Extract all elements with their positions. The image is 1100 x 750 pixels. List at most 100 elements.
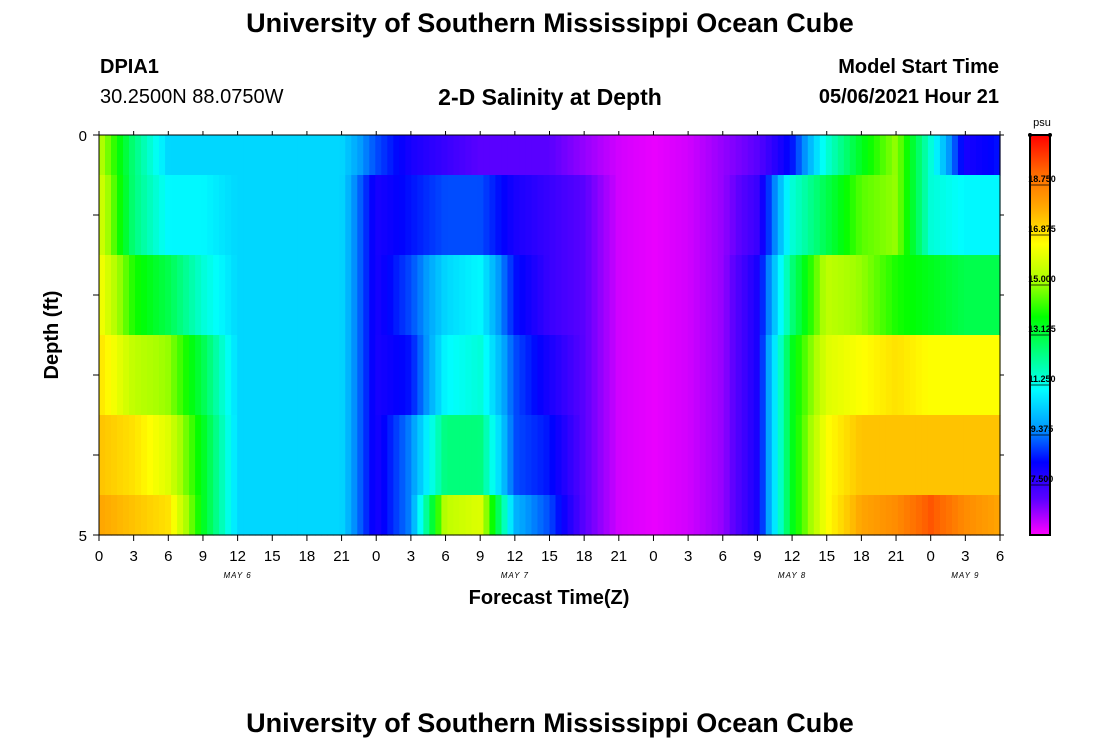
heatmap-cell (543, 335, 551, 416)
x-tick-label: 0 (95, 548, 103, 565)
heatmap-cell (873, 335, 881, 416)
heatmap-cell (813, 335, 821, 416)
heatmap-cell (183, 255, 190, 336)
heatmap-cell (903, 495, 911, 536)
heatmap-cell (291, 335, 298, 416)
heatmap-cell (711, 335, 719, 416)
heatmap-cell (867, 415, 875, 496)
heatmap-cell (495, 335, 503, 416)
heatmap-cell (105, 415, 112, 496)
heatmap-cell (99, 175, 106, 256)
heatmap-cell (483, 255, 491, 336)
heatmap-cell (693, 255, 701, 336)
heatmap-cell (975, 495, 983, 536)
heatmap-cell (567, 255, 575, 336)
heatmap-cell (207, 415, 214, 496)
heatmap-cell (945, 135, 953, 176)
heatmap-cell (651, 175, 659, 256)
heatmap-cell (633, 495, 641, 536)
heatmap-cell (585, 255, 593, 336)
heatmap-cell (483, 135, 491, 176)
x-tick-label: 15 (818, 548, 835, 565)
heatmap-cell (639, 175, 647, 256)
heatmap-cell (273, 255, 280, 336)
heatmap-cell (285, 175, 292, 256)
heatmap-cell (837, 175, 845, 256)
heatmap-cell (651, 495, 659, 536)
heatmap-cell (387, 495, 394, 536)
heatmap-cell (315, 255, 322, 336)
heatmap-cell (909, 495, 917, 536)
heatmap-cell (861, 135, 869, 176)
heatmap-cell (633, 135, 641, 176)
heatmap-cell (99, 335, 106, 416)
heatmap-cell (969, 415, 977, 496)
heatmap-cell (987, 135, 995, 176)
x-tick-label: 18 (299, 548, 316, 565)
heatmap-cell (303, 415, 310, 496)
heatmap-cell (195, 255, 202, 336)
heatmap-cell (297, 255, 304, 336)
heatmap-cell (465, 255, 473, 336)
heatmap-cell (879, 335, 887, 416)
heatmap-cell (387, 135, 394, 176)
heatmap-cell (981, 135, 989, 176)
heatmap-cell (447, 135, 454, 176)
heatmap-cell (831, 335, 839, 416)
heatmap-cell (237, 415, 244, 496)
heatmap-cell (951, 495, 959, 536)
heatmap-cell (465, 135, 473, 176)
heatmap-cell (621, 175, 629, 256)
heatmap-cell (117, 175, 124, 256)
heatmap-cell (339, 335, 346, 416)
heatmap-cell (405, 495, 412, 536)
heatmap-cell (291, 495, 298, 536)
heatmap-cell (927, 175, 935, 256)
heatmap-cell (255, 415, 262, 496)
heatmap-cell (495, 415, 503, 496)
heatmap-cell (693, 495, 701, 536)
heatmap-cell (189, 495, 196, 536)
heatmap-cell (207, 335, 214, 416)
heatmap-cell (117, 255, 124, 336)
heatmap-cell (705, 495, 713, 536)
heatmap-cell (561, 175, 569, 256)
heatmap-cell (621, 415, 629, 496)
heatmap-cell (363, 415, 370, 496)
heatmap-cell (231, 495, 238, 536)
heatmap-cell (261, 335, 268, 416)
heatmap-cell (921, 175, 929, 256)
heatmap-cell (273, 495, 280, 536)
heatmap-cell (525, 415, 533, 496)
heatmap-cell (453, 335, 460, 416)
x-tick-label: 3 (961, 548, 969, 565)
heatmap-cell (477, 175, 485, 256)
heatmap-cell (417, 175, 424, 256)
heatmap-cell (567, 495, 575, 536)
heatmap-cell (555, 415, 563, 496)
heatmap-cell (237, 135, 244, 176)
heatmap-cell (273, 135, 280, 176)
heatmap-cell (201, 175, 208, 256)
heatmap-cell (885, 415, 893, 496)
heatmap-cell (483, 415, 491, 496)
heatmap-cell (645, 415, 653, 496)
heatmap-cell (843, 135, 851, 176)
heatmap-cell (807, 335, 815, 416)
heatmap-cell (513, 495, 521, 536)
heatmap-cell (447, 335, 454, 416)
heatmap-cell (237, 335, 244, 416)
heatmap-cell (471, 135, 479, 176)
heatmap-cell (801, 255, 809, 336)
heatmap-cell (321, 255, 328, 336)
heatmap-cell (837, 415, 845, 496)
heatmap-cell (363, 175, 370, 256)
x-tick-label: 21 (333, 548, 350, 565)
heatmap-cell (261, 135, 268, 176)
heatmap-cell (549, 415, 557, 496)
heatmap-cell (375, 415, 382, 496)
heatmap-cell (207, 255, 214, 336)
heatmap-cell (225, 495, 232, 536)
heatmap-cell (639, 495, 647, 536)
colorbar-tick-label: 15.000 (1028, 274, 1056, 284)
